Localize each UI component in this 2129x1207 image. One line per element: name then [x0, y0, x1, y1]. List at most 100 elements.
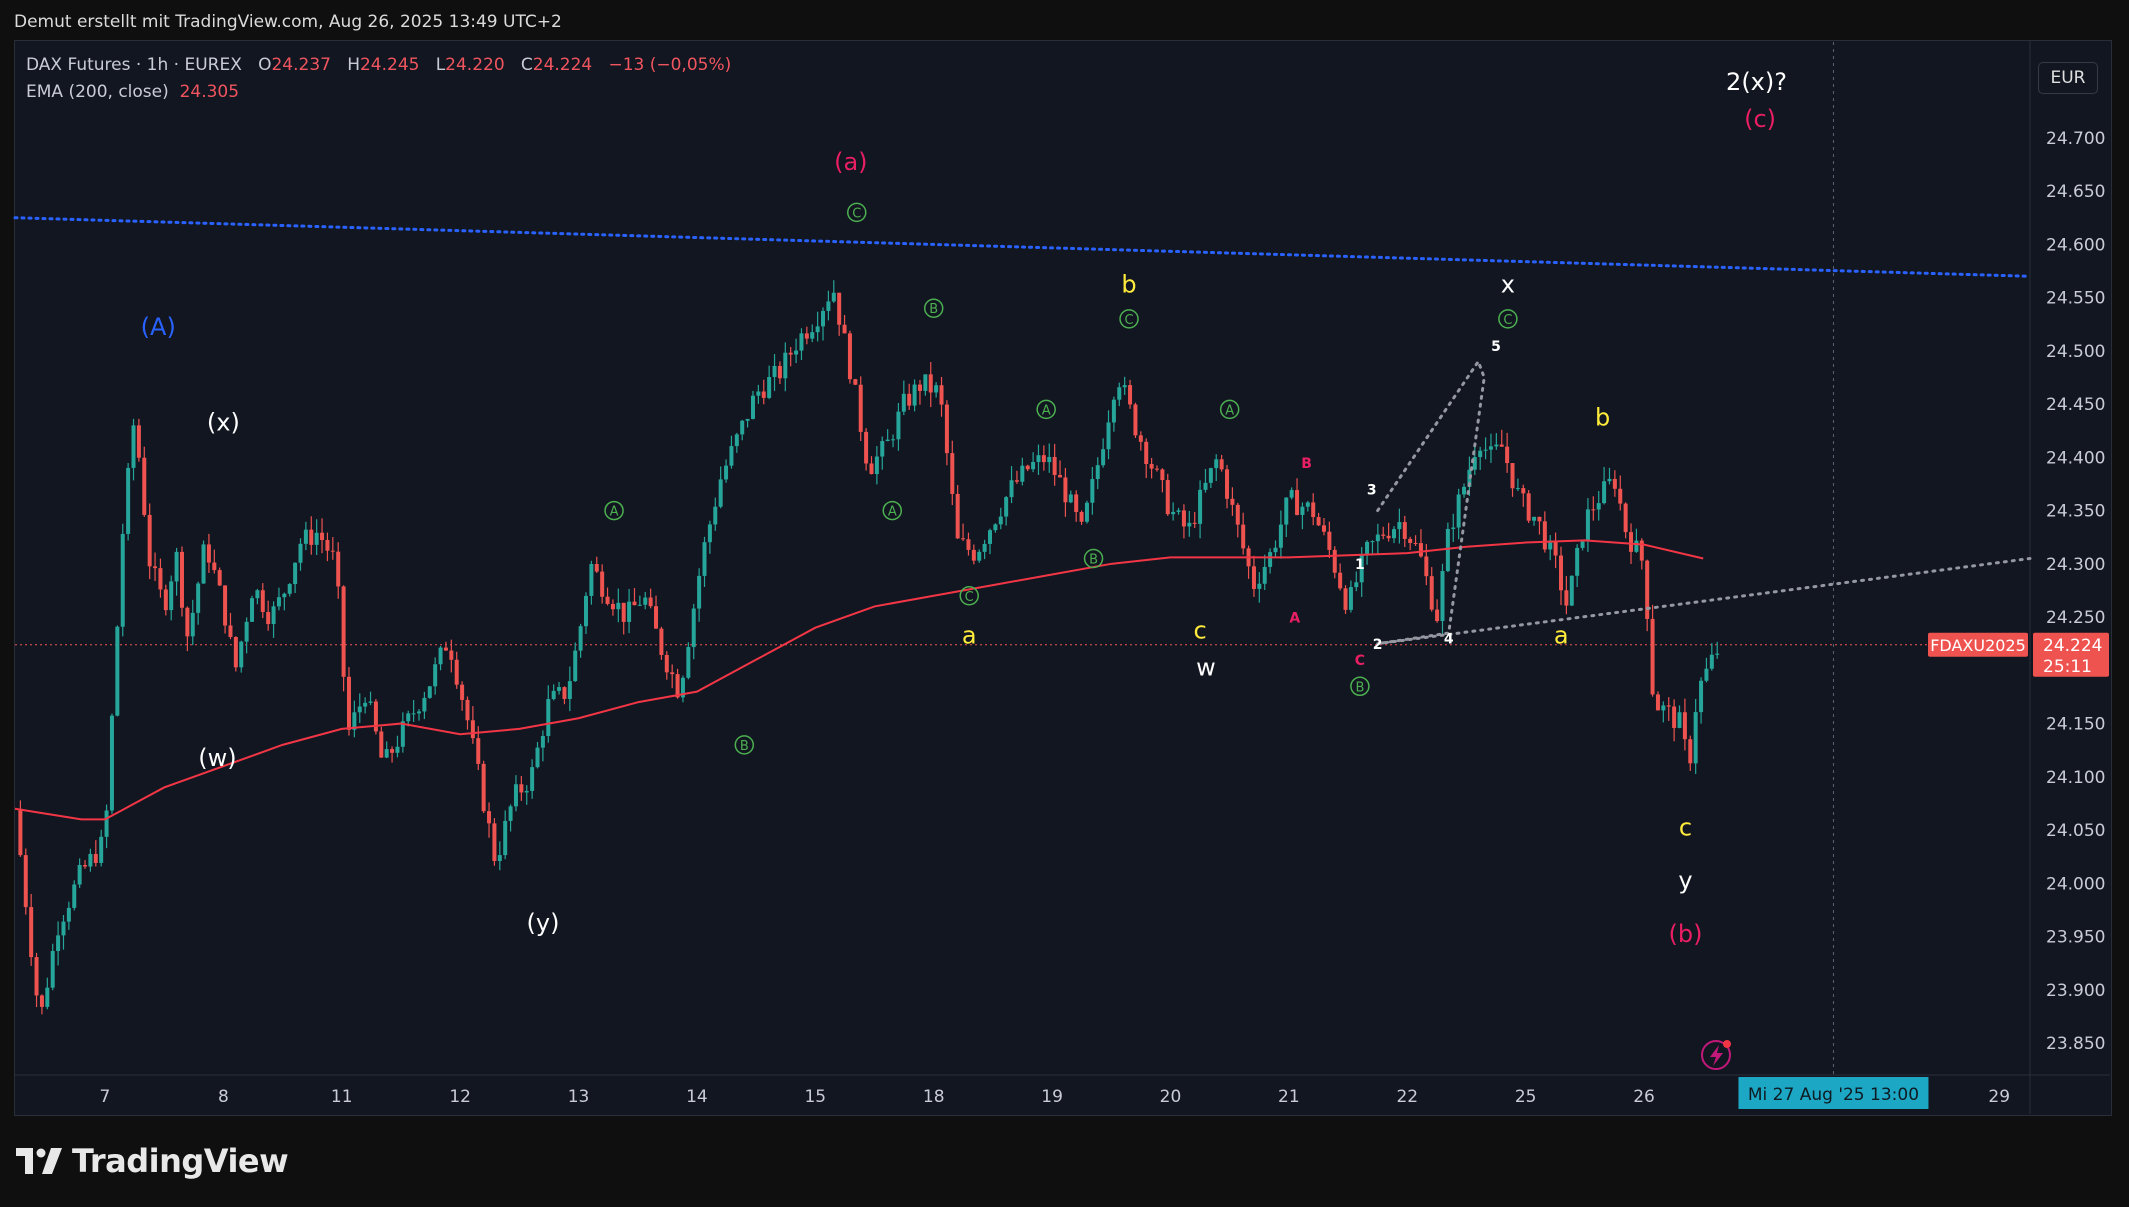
candle-body: [1235, 504, 1240, 525]
candle-body: [1149, 463, 1154, 469]
candle-body: [1494, 444, 1499, 447]
candle-body: [1505, 446, 1510, 464]
marker-ring: [734, 735, 755, 755]
close-value: 24.224: [532, 55, 593, 75]
candle-body: [1553, 540, 1558, 556]
candle-body: [1111, 399, 1116, 423]
wave-label: (x): [207, 409, 240, 437]
candle-body: [61, 921, 66, 936]
wave-label: 2: [1373, 637, 1383, 653]
candle-body: [88, 853, 93, 867]
candle-body: [750, 395, 755, 419]
circle-wave-marker: C: [847, 202, 867, 223]
candle-body: [917, 384, 922, 391]
blue-trendline: [13, 216, 2032, 278]
marker-ring: [847, 202, 867, 223]
time-tick-label: 11: [331, 1087, 353, 1107]
marker-ring: [604, 500, 624, 521]
candle-body: [702, 542, 707, 576]
price-tick-label: 23.850: [2046, 1034, 2105, 1054]
candle-body: [567, 681, 572, 699]
candle-body: [1117, 387, 1122, 400]
price-tick-label: 24.100: [2046, 768, 2105, 788]
chart-panel[interactable]: [14, 40, 2112, 1116]
candle-body: [217, 570, 222, 586]
grey-dotted-line: [1376, 557, 2032, 646]
candle-body: [1623, 503, 1628, 533]
wave-label: (a): [834, 148, 867, 176]
open-label: O: [258, 55, 272, 75]
crosshair-date-text: Mi 27 Aug '25 13:00: [1748, 1085, 1919, 1105]
currency-button[interactable]: EUR: [2038, 62, 2098, 94]
candle-body: [384, 749, 389, 758]
candle-body: [691, 608, 696, 648]
candle-body: [330, 550, 335, 552]
ema-label[interactable]: EMA (200, close): [26, 82, 169, 102]
price-tick-label: 24.250: [2046, 608, 2105, 628]
candle-body: [1004, 497, 1009, 517]
candle-body: [961, 538, 966, 540]
candle-body: [1478, 450, 1483, 458]
candle-body: [1079, 511, 1084, 522]
wave-label: 4: [1444, 632, 1454, 648]
price-tick-label: 23.950: [2046, 928, 2105, 948]
price-tick-label: 24.550: [2046, 289, 2105, 309]
marker-letter: C: [852, 206, 861, 221]
candle-body: [266, 611, 271, 625]
footer-logo[interactable]: TradingView: [16, 1142, 289, 1180]
candle-body: [1068, 494, 1073, 503]
candle-body: [1661, 705, 1666, 711]
candle-body: [390, 749, 395, 753]
candle-body: [406, 713, 411, 722]
symbol-title[interactable]: DAX Futures · 1h · EUREX: [26, 55, 242, 75]
candle-body: [697, 575, 702, 609]
candle-body: [874, 456, 879, 475]
candle-body: [83, 865, 88, 867]
wave-label: 3: [1367, 483, 1377, 499]
candle-body: [896, 411, 901, 440]
candle-body: [1041, 455, 1046, 463]
candle-body: [1020, 465, 1025, 482]
candle-body: [966, 539, 971, 550]
candle-body: [1047, 456, 1052, 463]
candle-body: [1138, 435, 1143, 442]
candle-body: [99, 836, 104, 863]
candle-body: [783, 352, 788, 379]
candle-body: [573, 650, 578, 682]
candle-body: [998, 516, 1003, 525]
price-tick-label: 24.300: [2046, 555, 2105, 575]
candle-body: [1305, 502, 1310, 507]
candle-body: [767, 377, 772, 398]
wave-label: 1: [1355, 557, 1365, 573]
candle-body: [794, 350, 799, 355]
wave-dotted-path: [1376, 358, 1486, 646]
candle-body: [1715, 653, 1720, 655]
candle-body: [77, 865, 82, 885]
candle-body: [707, 524, 712, 543]
price-tick-label: 24.650: [2046, 182, 2105, 202]
wave-label: c: [1193, 616, 1206, 644]
candle-body: [508, 806, 513, 821]
marker-ring: [923, 298, 944, 318]
candle-body: [654, 606, 659, 629]
candle-body: [1462, 486, 1467, 495]
candle-body: [190, 612, 195, 637]
time-tick-label: 7: [100, 1087, 111, 1107]
candle-body: [465, 699, 470, 721]
candle-body: [1359, 554, 1364, 583]
candle-body: [1456, 494, 1461, 528]
candle-body: [535, 747, 540, 768]
candle-body: [912, 384, 917, 406]
candle-body: [799, 333, 804, 351]
circle-wave-marker: B: [1350, 676, 1370, 697]
candle-body: [454, 659, 459, 685]
candle-body: [1009, 480, 1014, 498]
candle-body: [1548, 540, 1553, 550]
candle-body: [1370, 541, 1375, 543]
time-tick-label: 26: [1633, 1087, 1655, 1107]
candle-body: [901, 393, 906, 412]
candle-body: [928, 374, 933, 393]
candle-body: [260, 590, 265, 612]
